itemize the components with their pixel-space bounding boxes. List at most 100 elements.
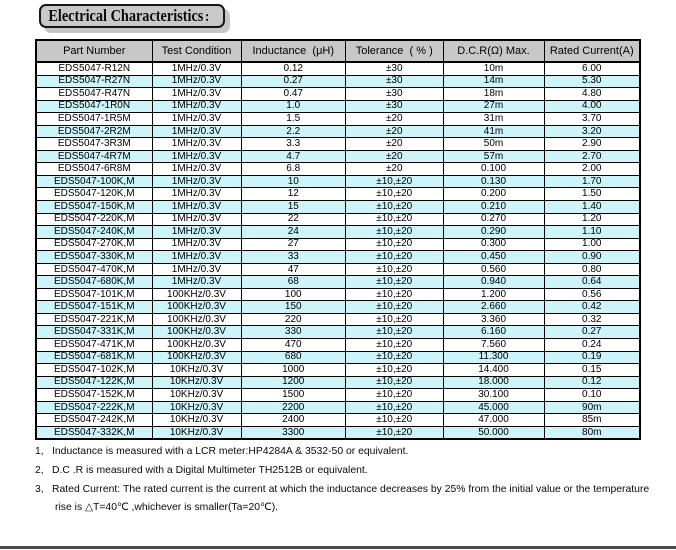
table-cell: 1MHz/0.3V (151, 99, 242, 114)
table-cell: 6.160 (442, 325, 545, 340)
table-cell: EDS5047-270K,M (35, 237, 153, 252)
table-cell: 0.10 (543, 388, 641, 402)
table-cell: 1MHz/0.3V (151, 250, 242, 264)
table-cell: ±10,±20 (345, 400, 444, 415)
table-cell: ±10,±20 (345, 200, 444, 214)
table-cell: ±20 (345, 124, 444, 139)
table-cell: 0.100 (442, 162, 545, 176)
note-2-text: D.C .R is measured with a Digital Multim… (52, 465, 368, 476)
table-row: EDS5047-122K,M 10KHz/0.3V 1200 ±10,±20 18.00… (35, 375, 641, 390)
table-cell: EDS5047-222K,M (35, 400, 153, 415)
table-row: EDS5047-471K,M 100KHz/0.3V 470 ±10,±20 7.560… (35, 338, 641, 352)
table-row: EDS5047-102K,M 10KHz/0.3V 1000 ±10,±20 14.40… (35, 363, 641, 377)
table-cell: 470 (240, 338, 346, 352)
table-cell: 0.64 (543, 275, 641, 289)
table-cell: ±10,±20 (345, 350, 444, 365)
table-cell: 1500 (240, 388, 346, 402)
table-cell: ±10,±20 (345, 187, 444, 201)
table-row: EDS5047-470K,M 1MHz/0.3V 47 ±10,±20 0.560 0.8… (35, 262, 641, 277)
table-cell: 0.290 (442, 225, 545, 239)
table-cell: 100KHz/0.3V (151, 325, 242, 340)
table-cell: EDS5047-330K,M (35, 250, 153, 264)
col-header-rated-current: Rated Current(A) (543, 39, 641, 63)
table-cell: 0.560 (442, 262, 545, 277)
table-cell: EDS5047-122K,M (35, 375, 153, 390)
table-cell: EDS5047-102K,M (35, 363, 153, 377)
table-cell: ±10,±20 (345, 338, 444, 352)
table-cell: 10KHz/0.3V (151, 400, 242, 415)
table-cell: EDS5047-220K,M (35, 212, 153, 227)
table-cell: ±10,±20 (345, 413, 444, 427)
table-cell: 1MHz/0.3V (151, 112, 242, 126)
table-row: EDS5047-221K,M 100KHz/0.3V 220 ±10,±20 3.360… (35, 312, 641, 327)
table-cell: 0.90 (543, 250, 641, 264)
table-cell: EDS5047-2R2M (35, 124, 153, 139)
table-cell: 1MHz/0.3V (151, 187, 242, 201)
section-title-colon: : (205, 9, 210, 25)
table-cell: 5.30 (543, 74, 641, 89)
table-cell: 100KHz/0.3V (151, 350, 242, 365)
table-cell: ±30 (345, 74, 444, 89)
table-cell: EDS5047-470K,M (35, 262, 153, 277)
col-header-inductance: Inductance (μH) (240, 39, 346, 63)
table-cell: 90m (543, 400, 641, 415)
table-cell: ±10,±20 (345, 425, 444, 440)
table-cell: 1.00 (543, 237, 641, 252)
table-cell: EDS5047-101K,M (35, 287, 153, 302)
table-cell: EDS5047-R27N (35, 74, 153, 89)
table-cell: 3.20 (543, 124, 641, 139)
table-cell: 10KHz/0.3V (151, 375, 242, 390)
table-cell: 2.90 (543, 137, 641, 151)
note-3-text-line2: rise is △T=40℃ ,whichever is smaller(Ta=… (55, 502, 279, 513)
table-cell: 1MHz/0.3V (151, 237, 242, 252)
note-2-number: 2, (35, 465, 44, 476)
table-cell: 14.400 (442, 363, 545, 377)
table-row: EDS5047-332K,M 10KHz/0.3V 3300 ±10,±20 50.00… (35, 425, 641, 440)
table-cell: EDS5047-681K,M (35, 350, 153, 365)
table-cell: 0.450 (442, 250, 545, 264)
table-cell: 1.0 (240, 99, 346, 114)
table-cell: 1MHz/0.3V (151, 162, 242, 176)
table-cell: 15 (240, 200, 346, 214)
col-header-dcr-max: D.C.R(Ω) Max. (442, 39, 545, 63)
table-cell: 10 (240, 174, 346, 189)
table-cell: EDS5047-R12N (35, 61, 153, 76)
table-row: EDS5047-1R5M 1MHz/0.3V 1.5 ±20 31m 3.70 (35, 112, 641, 126)
table-cell: EDS5047-1R5M (35, 112, 153, 126)
table-cell: 10m (442, 61, 545, 76)
table-cell: 330 (240, 325, 346, 340)
table-cell: EDS5047-152K,M (35, 388, 153, 402)
table-cell: EDS5047-471K,M (35, 338, 153, 352)
col-header-test-condition: Test Condition (151, 39, 242, 63)
table-cell: EDS5047-3R3M (35, 137, 153, 151)
note-3: 3, Rated Current: The rated current is t… (35, 484, 649, 495)
table-cell: 10KHz/0.3V (151, 413, 242, 427)
table-row: EDS5047-R27N 1MHz/0.3V 0.27 ±30 14m 5.30 (35, 74, 641, 89)
note-1-number: 1, (35, 446, 44, 457)
table-row: EDS5047-101K,M 100KHz/0.3V 100 ±10,±20 1.200… (35, 287, 641, 302)
table-cell: 1.40 (543, 200, 641, 214)
table-row: EDS5047-R12N 1MHz/0.3V 0.12 ±30 10m 6.00 (35, 61, 641, 76)
table-header: Part Number Test Condition Inductance (μ… (35, 39, 641, 63)
table-cell: 4.80 (543, 87, 641, 101)
table-cell: EDS5047-6R8M (35, 162, 153, 176)
table-row: EDS5047-242K,M 10KHz/0.3V 2400 ±10,±20 47.00… (35, 413, 641, 427)
table-cell: 0.27 (240, 74, 346, 89)
table-cell: 0.27 (543, 325, 641, 340)
table-row: EDS5047-222K,M 10KHz/0.3V 2200 ±10,±20 45.00… (35, 400, 641, 415)
table-cell: EDS5047-221K,M (35, 312, 153, 327)
electrical-characteristics-table: Part Number Test Condition Inductance (μ… (35, 39, 641, 441)
table-row: EDS5047-1R0N 1MHz/0.3V 1.0 ±30 27m 4.00 (35, 99, 641, 114)
table-row: EDS5047-6R8M 1MHz/0.3V 6.8 ±20 0.100 2.00 (35, 162, 641, 176)
table-row: EDS5047-240K,M 1MHz/0.3V 24 ±10,±20 0.290 1.1… (35, 225, 641, 239)
table-cell: ±10,±20 (345, 174, 444, 189)
table-cell: ±10,±20 (345, 375, 444, 390)
table-cell: 6.8 (240, 162, 346, 176)
col-header-tolerance: Tolerance ( % ) (345, 39, 444, 63)
table-cell: ±10,±20 (345, 212, 444, 227)
table-row: EDS5047-152K,M 10KHz/0.3V 1500 ±10,±20 30.10… (35, 388, 641, 402)
table-cell: 4.7 (240, 149, 346, 164)
table-cell: 68 (240, 275, 346, 289)
table-cell: 0.24 (543, 338, 641, 352)
table-cell: 3.360 (442, 312, 545, 327)
